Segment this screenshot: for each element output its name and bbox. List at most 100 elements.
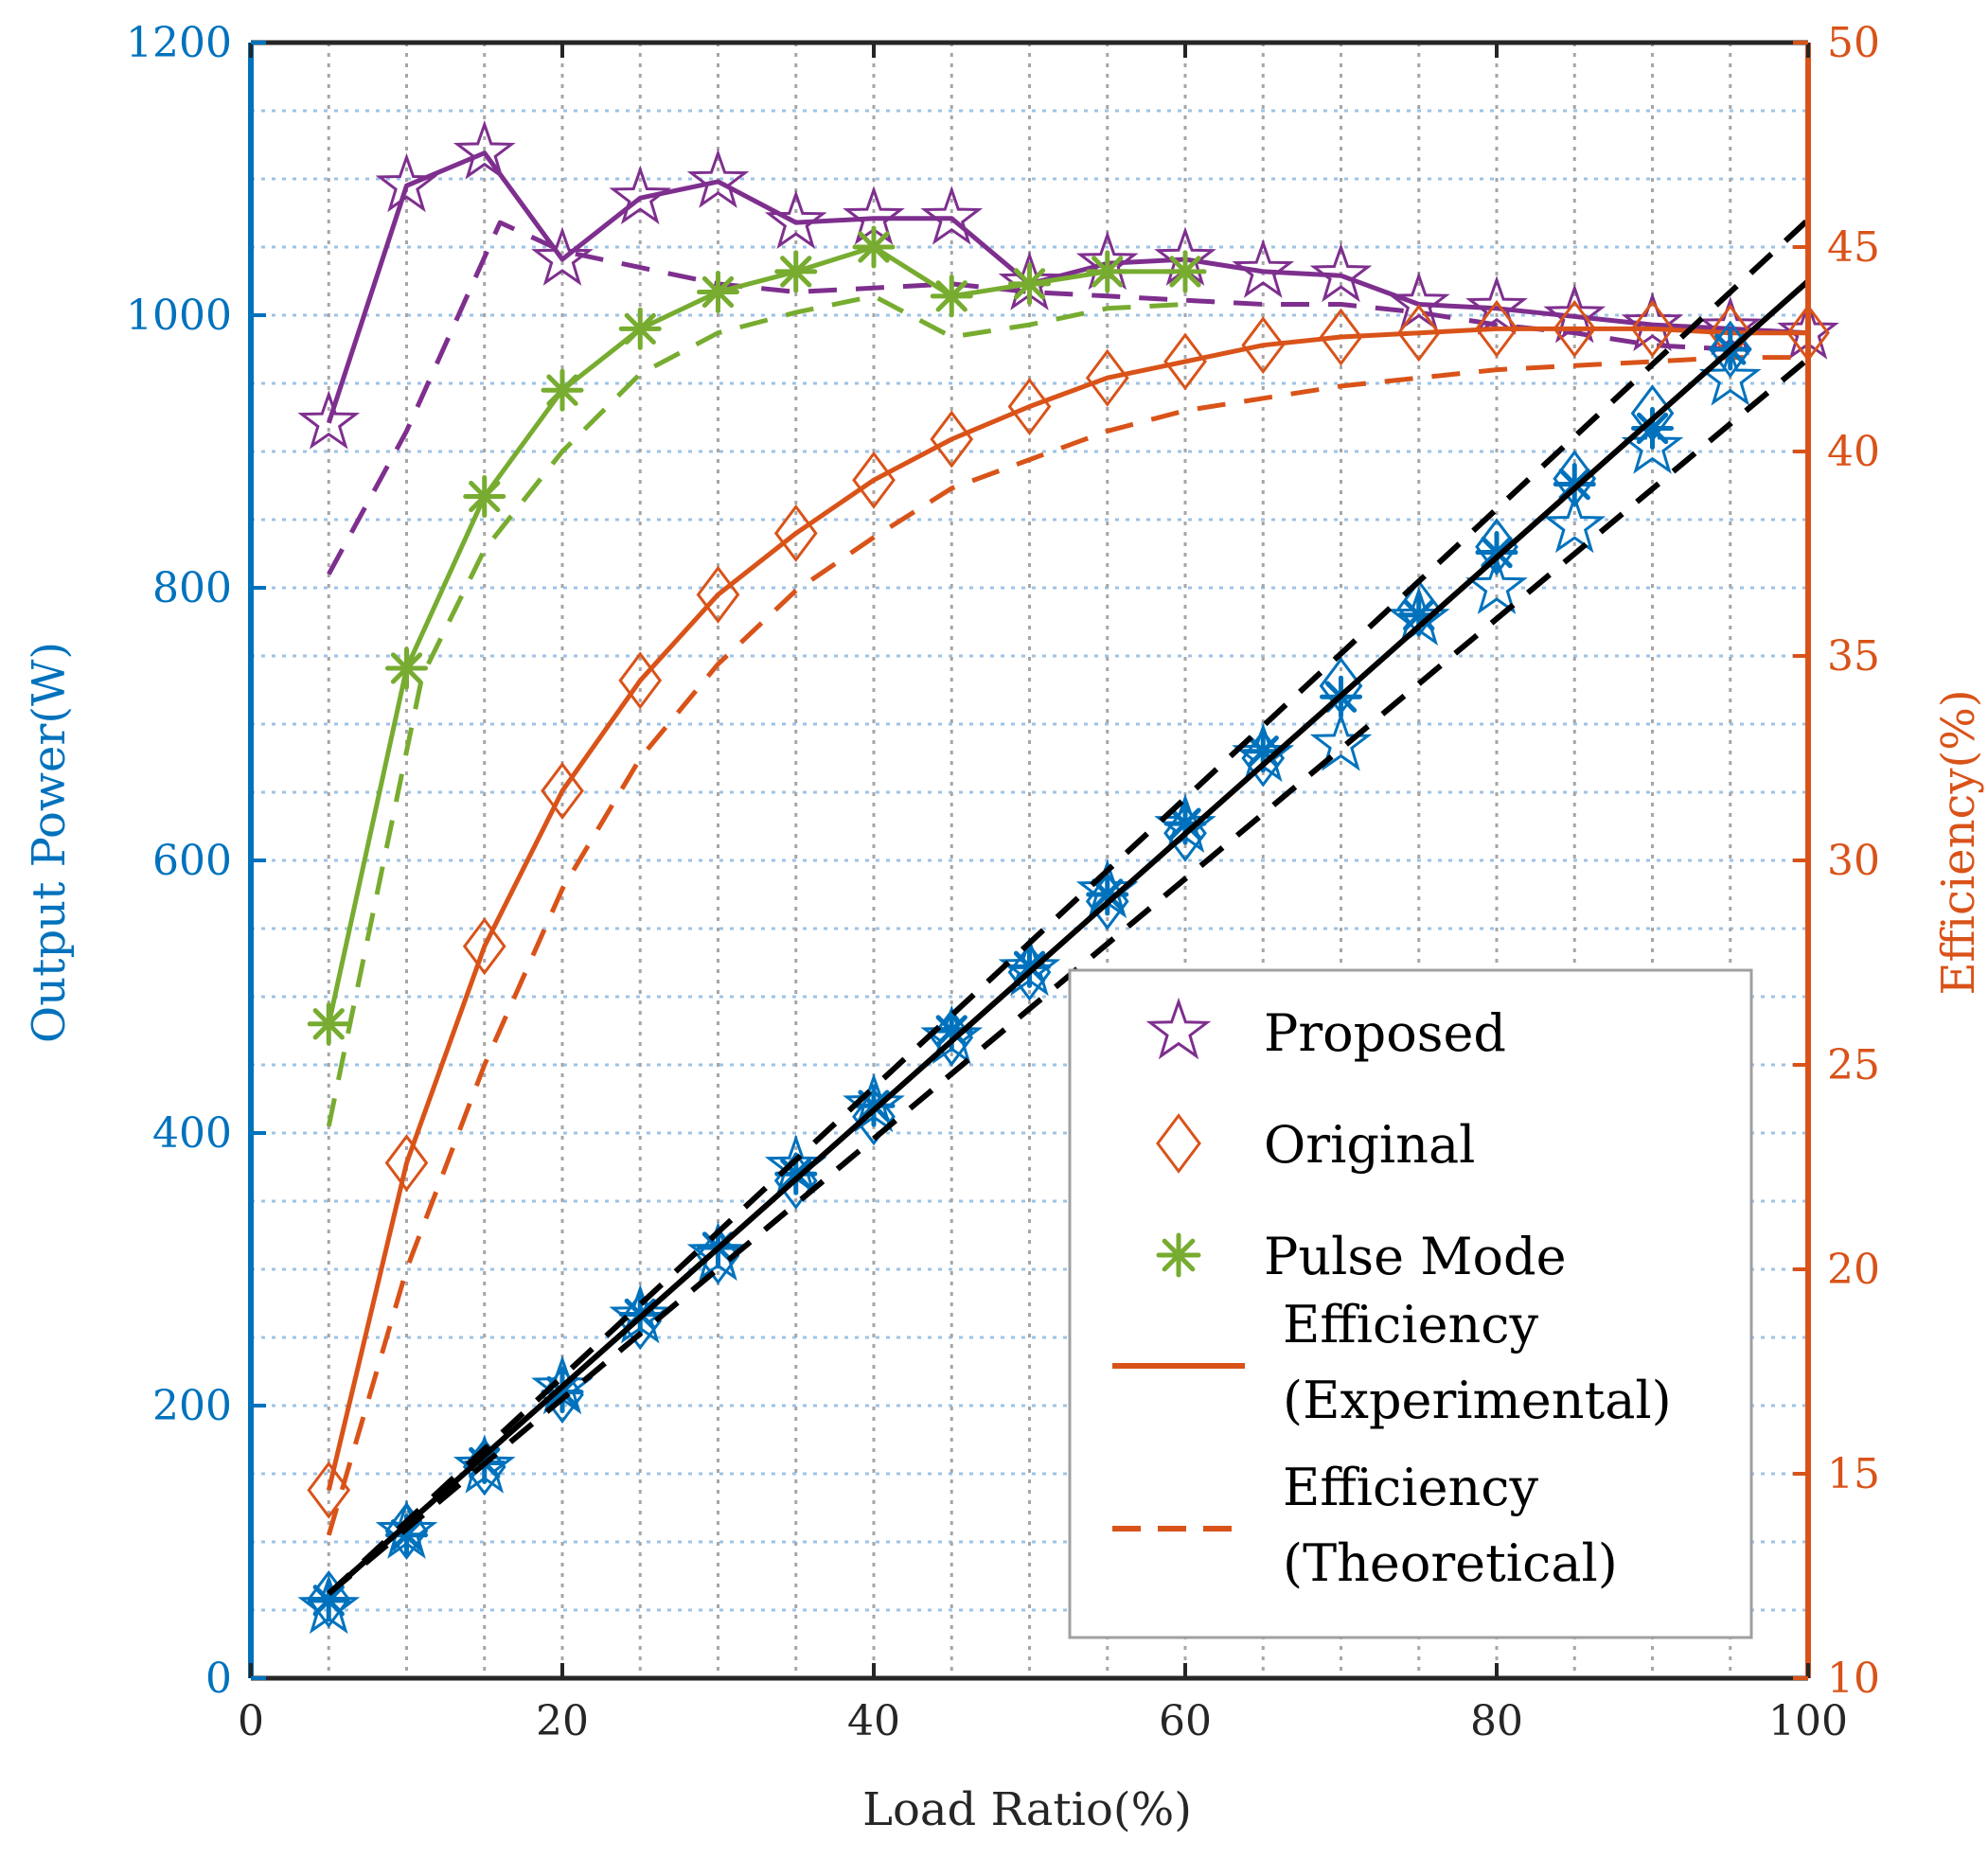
x-tick-label: 80	[1470, 1697, 1523, 1745]
asterisk-stroke	[624, 312, 656, 345]
x-tick-label: 60	[1159, 1697, 1212, 1745]
asterisk-stroke	[1169, 807, 1201, 840]
diamond-marker	[307, 1461, 351, 1519]
legend: Proposed Original Pulse Mode Efficiency (Exp…	[1068, 968, 1753, 1639]
asterisk-stroke	[1092, 878, 1124, 911]
asterisk-marker	[852, 225, 896, 269]
diamond-marker	[618, 651, 663, 710]
y-left-tick-label: 400	[152, 1109, 232, 1158]
star-marker	[920, 186, 984, 245]
y-left-tick-label: 800	[152, 564, 232, 612]
asterisk-stroke	[780, 256, 812, 288]
y-axis-right-label: Efficiency(%)	[1932, 689, 1985, 995]
series-4	[307, 299, 1830, 1519]
x-axis-label: Load Ratio(%)	[862, 1783, 1192, 1836]
series-line	[326, 355, 1808, 1536]
asterisk-marker	[1553, 463, 1596, 506]
diamond-marker	[1241, 316, 1286, 375]
series-10	[327, 218, 1811, 1596]
star-marker	[686, 149, 750, 208]
series-line	[327, 278, 1810, 1596]
asterisk-stroke	[1162, 1238, 1196, 1272]
series-0	[297, 120, 1839, 450]
x-tick-label: 100	[1768, 1697, 1848, 1745]
star-marker	[297, 390, 361, 450]
legend-label-2: Pulse Mode	[1264, 1227, 1567, 1286]
asterisk-stroke	[1169, 256, 1201, 288]
asterisk-stroke	[1481, 536, 1513, 569]
asterisk-stroke	[546, 1375, 578, 1408]
series-5	[326, 355, 1808, 1536]
asterisk-marker	[307, 1002, 350, 1046]
y-right-tick-label: 10	[1827, 1655, 1880, 1703]
x-tick-label: 0	[238, 1697, 264, 1745]
star-marker	[1309, 712, 1373, 771]
y-left-tick-label: 1000	[126, 292, 232, 340]
series-3	[326, 293, 1186, 1127]
y-left-tick-label: 0	[205, 1655, 232, 1703]
asterisk-stroke	[390, 652, 423, 684]
x-tick-label: 40	[847, 1697, 900, 1745]
star-marker	[1621, 292, 1684, 352]
asterisk-stroke	[858, 231, 890, 263]
diamond-marker	[462, 917, 506, 976]
asterisk-marker	[774, 250, 818, 293]
tick-labels: 0 20 40 60 80 1000200400600800100012001015202…	[126, 19, 1880, 1745]
diamond-marker	[1163, 332, 1207, 391]
asterisk-marker	[1008, 262, 1051, 306]
star-marker	[764, 189, 827, 250]
series-9	[327, 278, 1810, 1596]
y-right-tick-label: 30	[1827, 837, 1880, 885]
star-marker	[1387, 271, 1450, 331]
star-marker	[375, 152, 438, 213]
star-marker	[1309, 242, 1373, 303]
y-right-tick-label: 40	[1827, 428, 1880, 476]
asterisk-stroke	[1247, 735, 1279, 768]
series-line	[326, 293, 1186, 1127]
asterisk-stroke	[312, 1008, 345, 1040]
diamond-marker	[1553, 299, 1597, 358]
asterisk-marker	[1163, 250, 1207, 293]
asterisk-marker	[385, 646, 428, 690]
diamond-marker	[773, 504, 818, 562]
star-marker	[1232, 239, 1295, 298]
series-line	[327, 218, 1811, 1596]
series-2	[307, 225, 1207, 1046]
star-marker	[609, 165, 672, 225]
asterisk-marker	[1156, 1232, 1201, 1278]
y-left-tick-label: 1200	[126, 19, 232, 67]
star-marker	[1543, 493, 1606, 554]
diamond-marker	[696, 565, 740, 624]
diamond-marker	[930, 410, 974, 469]
asterisk-stroke	[701, 275, 735, 309]
series-1	[327, 220, 1731, 575]
y-right-tick-label: 15	[1827, 1450, 1880, 1498]
y-right-tick-label: 25	[1827, 1041, 1880, 1089]
series-line	[327, 220, 1731, 575]
y-right-tick-label: 35	[1827, 632, 1880, 681]
asterisk-marker	[930, 274, 973, 318]
asterisk-stroke	[390, 1519, 423, 1551]
star-marker	[1145, 997, 1212, 1060]
asterisk-stroke	[780, 1158, 812, 1190]
asterisk-marker	[307, 1579, 350, 1622]
diamond-marker	[541, 762, 584, 821]
diamond-marker	[852, 451, 896, 509]
y-right-tick-label: 20	[1827, 1246, 1880, 1294]
x-tick-label: 20	[536, 1697, 589, 1745]
axes	[248, 40, 1811, 1681]
diamond-marker	[1319, 308, 1363, 366]
diamond-marker	[1630, 299, 1675, 358]
asterisk-marker	[1086, 250, 1129, 293]
diamond-marker	[1475, 299, 1518, 358]
asterisk-marker	[1475, 531, 1518, 575]
asterisk-marker	[697, 271, 739, 314]
y-axis-left-label: Output Power(W)	[23, 642, 76, 1043]
asterisk-stroke	[1636, 412, 1669, 445]
legend-label-0: Proposed	[1264, 1003, 1506, 1063]
asterisk-stroke	[935, 1015, 967, 1047]
star-marker	[453, 120, 516, 180]
asterisk-stroke	[312, 1585, 345, 1617]
asterisk-marker	[463, 475, 506, 519]
